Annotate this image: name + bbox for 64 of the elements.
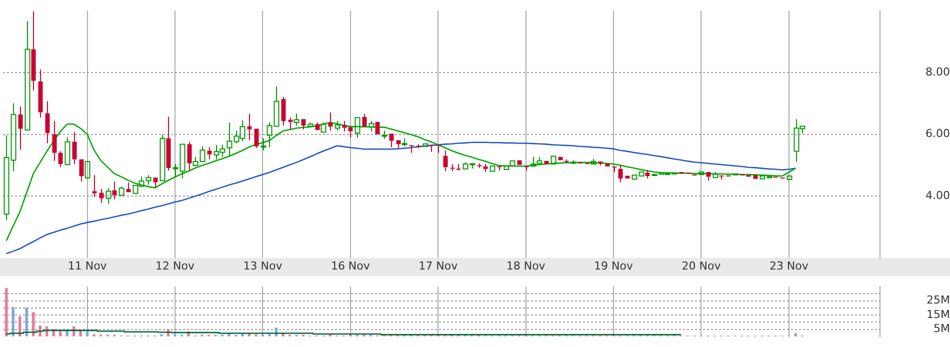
y-tick-label: 8.00 — [926, 65, 950, 78]
candlestick — [362, 113, 367, 127]
candlestick — [31, 10, 36, 91]
candlestick — [24, 20, 30, 130]
candlestick — [126, 182, 131, 192]
x-tick-label: 18 Nov — [506, 259, 546, 272]
candlestick — [288, 117, 293, 130]
candlestick — [92, 174, 97, 198]
candlestick — [247, 113, 252, 141]
x-tick-label: 16 Nov — [330, 259, 370, 272]
candlestick — [58, 150, 63, 168]
candlestick — [84, 161, 90, 178]
candlestick — [436, 144, 441, 154]
candlestick — [625, 176, 630, 179]
candlestick — [550, 156, 556, 164]
x-tick-label: 13 Nov — [243, 259, 283, 272]
x-tick-label: 23 Nov — [769, 259, 809, 272]
candlestick — [79, 159, 84, 182]
candlestick — [72, 132, 77, 164]
candlestick — [18, 106, 23, 150]
candlestick — [207, 146, 212, 160]
y-tick-label: 4.00 — [926, 189, 950, 202]
y-tick-label: 25M — [926, 294, 950, 307]
x-tick-label: 12 Nov — [156, 259, 195, 272]
y-tick-label: 6.00 — [926, 127, 950, 140]
y-tick-label: 5M — [934, 322, 950, 336]
x-tick-label: 11 Nov — [68, 259, 108, 272]
candlestick — [294, 113, 300, 126]
candlestick — [375, 122, 380, 134]
candlestick — [187, 141, 192, 170]
candlestick — [612, 166, 617, 173]
bar — [5, 288, 8, 336]
candlestick — [483, 163, 488, 173]
candlestick — [409, 144, 414, 154]
candlestick — [112, 181, 117, 200]
candlestick — [698, 172, 704, 176]
candlestick — [443, 150, 448, 172]
candlestick — [645, 169, 650, 180]
candlestick — [396, 140, 401, 148]
candlestick — [254, 128, 259, 148]
candlestick — [422, 143, 428, 147]
candlestick — [153, 178, 158, 189]
x-tick-label: 17 Nov — [418, 259, 458, 272]
candlestick — [786, 176, 792, 180]
candlestick — [706, 172, 711, 182]
candlestick — [38, 69, 43, 118]
x-tick-label: 19 Nov — [594, 259, 634, 272]
candlestick — [45, 100, 50, 144]
candlestick — [544, 160, 549, 164]
candlestick — [517, 160, 522, 165]
candlestick — [618, 165, 623, 183]
candlestick — [328, 112, 333, 132]
candlestick — [389, 134, 394, 148]
candlestick — [301, 119, 306, 130]
y-tick-label: 15M — [926, 308, 950, 321]
candlestick — [490, 166, 496, 172]
candlestick — [160, 134, 166, 182]
candlestick — [166, 116, 171, 171]
candlestick — [99, 188, 104, 204]
candlestick — [52, 120, 57, 162]
candlestick — [260, 138, 266, 151]
candlestick — [281, 96, 286, 126]
candlestick — [558, 156, 563, 160]
x-tick-label: 20 Nov — [682, 259, 722, 272]
